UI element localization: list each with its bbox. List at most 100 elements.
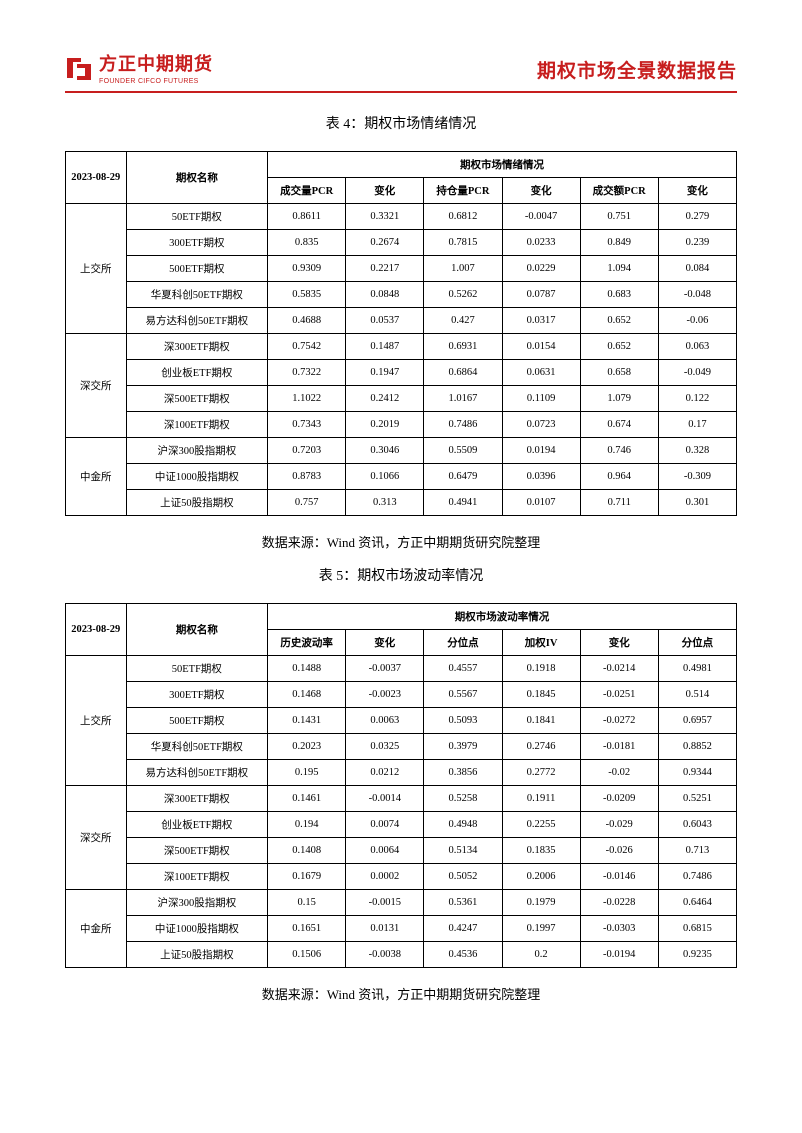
table5-value-cell: 0.713: [658, 838, 736, 864]
table4-value-cell: 0.652: [580, 334, 658, 360]
table4-value-cell: 0.0107: [502, 490, 580, 516]
table4-value-cell: 0.0537: [346, 308, 424, 334]
table4-value-cell: 0.964: [580, 464, 658, 490]
table4-value-cell: 0.2674: [346, 230, 424, 256]
table5-value-cell: -0.029: [580, 812, 658, 838]
table5-value-cell: 0.1841: [502, 708, 580, 734]
table4-name-cell: 沪深300股指期权: [126, 438, 267, 464]
table5-value-cell: 0.9235: [658, 942, 736, 968]
table4-value-cell: -0.309: [658, 464, 736, 490]
table5-name-header: 期权名称: [126, 604, 267, 656]
table4-row: 300ETF期权0.8350.26740.78150.02330.8490.23…: [66, 230, 737, 256]
table4-value-cell: 0.835: [268, 230, 346, 256]
table5-row: 创业板ETF期权0.1940.00740.49480.2255-0.0290.6…: [66, 812, 737, 838]
table5-row: 500ETF期权0.14310.00630.50930.1841-0.02720…: [66, 708, 737, 734]
table4-value-cell: -0.049: [658, 360, 736, 386]
table5-value-cell: 0.0074: [346, 812, 424, 838]
table4-value-cell: 0.1109: [502, 386, 580, 412]
table5-name-cell: 创业板ETF期权: [126, 812, 267, 838]
table4-value-cell: 0.674: [580, 412, 658, 438]
table5-value-cell: 0.8852: [658, 734, 736, 760]
table4-source: 数据来源：Wind 资讯，方正中期期货研究院整理: [65, 532, 737, 551]
table4-value-cell: 0.3321: [346, 204, 424, 230]
table5-value-cell: 0.5251: [658, 786, 736, 812]
table5-value-cell: 0.2023: [268, 734, 346, 760]
header-divider: [65, 91, 737, 93]
table5-col-5: 分位点: [658, 630, 736, 656]
table5-value-cell: 0.6464: [658, 890, 736, 916]
table4-row: 深交所深300ETF期权0.75420.14870.69310.01540.65…: [66, 334, 737, 360]
report-title: 期权市场全景数据报告: [537, 56, 737, 85]
table4-value-cell: 0.122: [658, 386, 736, 412]
table5-value-cell: 0.0131: [346, 916, 424, 942]
table4-value-cell: 0.427: [424, 308, 502, 334]
table4-row: 中证1000股指期权0.87830.10660.64790.03960.964-…: [66, 464, 737, 490]
table4-row: 创业板ETF期权0.73220.19470.68640.06310.658-0.…: [66, 360, 737, 386]
table5-value-cell: -0.0146: [580, 864, 658, 890]
table4-value-cell: 0.0194: [502, 438, 580, 464]
table4-value-cell: 0.7203: [268, 438, 346, 464]
logo-block: 方正中期期货 FOUNDER CIFCO FUTURES: [65, 50, 213, 85]
table5-name-cell: 上证50股指期权: [126, 942, 267, 968]
table4-col-4: 成交额PCR: [580, 178, 658, 204]
table4-value-cell: 0.751: [580, 204, 658, 230]
table5-value-cell: 0.514: [658, 682, 736, 708]
table5-value-cell: 0.1408: [268, 838, 346, 864]
table5-value-cell: -0.0251: [580, 682, 658, 708]
table4-name-cell: 创业板ETF期权: [126, 360, 267, 386]
table4-value-cell: 1.1022: [268, 386, 346, 412]
table5-name-cell: 300ETF期权: [126, 682, 267, 708]
table4-value-cell: 0.8611: [268, 204, 346, 230]
table4-row: 500ETF期权0.93090.22171.0070.02291.0940.08…: [66, 256, 737, 282]
table4-value-cell: 0.6812: [424, 204, 502, 230]
table4-value-cell: 0.849: [580, 230, 658, 256]
table5-value-cell: 0.1506: [268, 942, 346, 968]
table4-row: 深500ETF期权1.10220.24121.01670.11091.0790.…: [66, 386, 737, 412]
table4-value-cell: 0.6479: [424, 464, 502, 490]
table5-value-cell: 0.2255: [502, 812, 580, 838]
table5-value-cell: 0.2746: [502, 734, 580, 760]
table5-value-cell: -0.0228: [580, 890, 658, 916]
table4-name-header: 期权名称: [126, 152, 267, 204]
table4-value-cell: 0.0229: [502, 256, 580, 282]
table4-value-cell: 0.0396: [502, 464, 580, 490]
table4-value-cell: 0.2412: [346, 386, 424, 412]
table5-row: 300ETF期权0.1468-0.00230.55670.1845-0.0251…: [66, 682, 737, 708]
table5-name-cell: 500ETF期权: [126, 708, 267, 734]
table5-value-cell: 0.5134: [424, 838, 502, 864]
table5-value-cell: -0.0023: [346, 682, 424, 708]
table4-value-cell: 0.2217: [346, 256, 424, 282]
table4-value-cell: 0.0631: [502, 360, 580, 386]
table4-value-cell: 0.0787: [502, 282, 580, 308]
table4-name-cell: 易方达科创50ETF期权: [126, 308, 267, 334]
table5-value-cell: 0.2772: [502, 760, 580, 786]
table4-exchange-cell: 上交所: [66, 204, 127, 334]
table5-name-cell: 易方达科创50ETF期权: [126, 760, 267, 786]
table5-exchange-cell: 上交所: [66, 656, 127, 786]
table5-value-cell: 0.4948: [424, 812, 502, 838]
table5-value-cell: 0.6815: [658, 916, 736, 942]
table4-col-2: 持仓量PCR: [424, 178, 502, 204]
table4-value-cell: 0.0233: [502, 230, 580, 256]
table5-value-cell: 0.5093: [424, 708, 502, 734]
table5-value-cell: 0.2: [502, 942, 580, 968]
logo-texts: 方正中期期货 FOUNDER CIFCO FUTURES: [99, 50, 213, 85]
table4-col-1: 变化: [346, 178, 424, 204]
table4-value-cell: 0.683: [580, 282, 658, 308]
table4-value-cell: 0.17: [658, 412, 736, 438]
table5-value-cell: 0.15: [268, 890, 346, 916]
table5-row: 深交所深300ETF期权0.1461-0.00140.52580.1911-0.…: [66, 786, 737, 812]
table4-row: 易方达科创50ETF期权0.46880.05370.4270.03170.652…: [66, 308, 737, 334]
table4-row: 华夏科创50ETF期权0.58350.08480.52620.07870.683…: [66, 282, 737, 308]
table5-value-cell: 0.1911: [502, 786, 580, 812]
table4-name-cell: 500ETF期权: [126, 256, 267, 282]
table4-value-cell: 0.1487: [346, 334, 424, 360]
table4-value-cell: 0.4941: [424, 490, 502, 516]
table4-row: 上交所50ETF期权0.86110.33210.6812-0.00470.751…: [66, 204, 737, 230]
table5-value-cell: 0.0002: [346, 864, 424, 890]
table4-value-cell: 1.0167: [424, 386, 502, 412]
table5-exchange-cell: 深交所: [66, 786, 127, 890]
table5-name-cell: 深100ETF期权: [126, 864, 267, 890]
table4-exchange-cell: 深交所: [66, 334, 127, 438]
table5-value-cell: 0.0212: [346, 760, 424, 786]
